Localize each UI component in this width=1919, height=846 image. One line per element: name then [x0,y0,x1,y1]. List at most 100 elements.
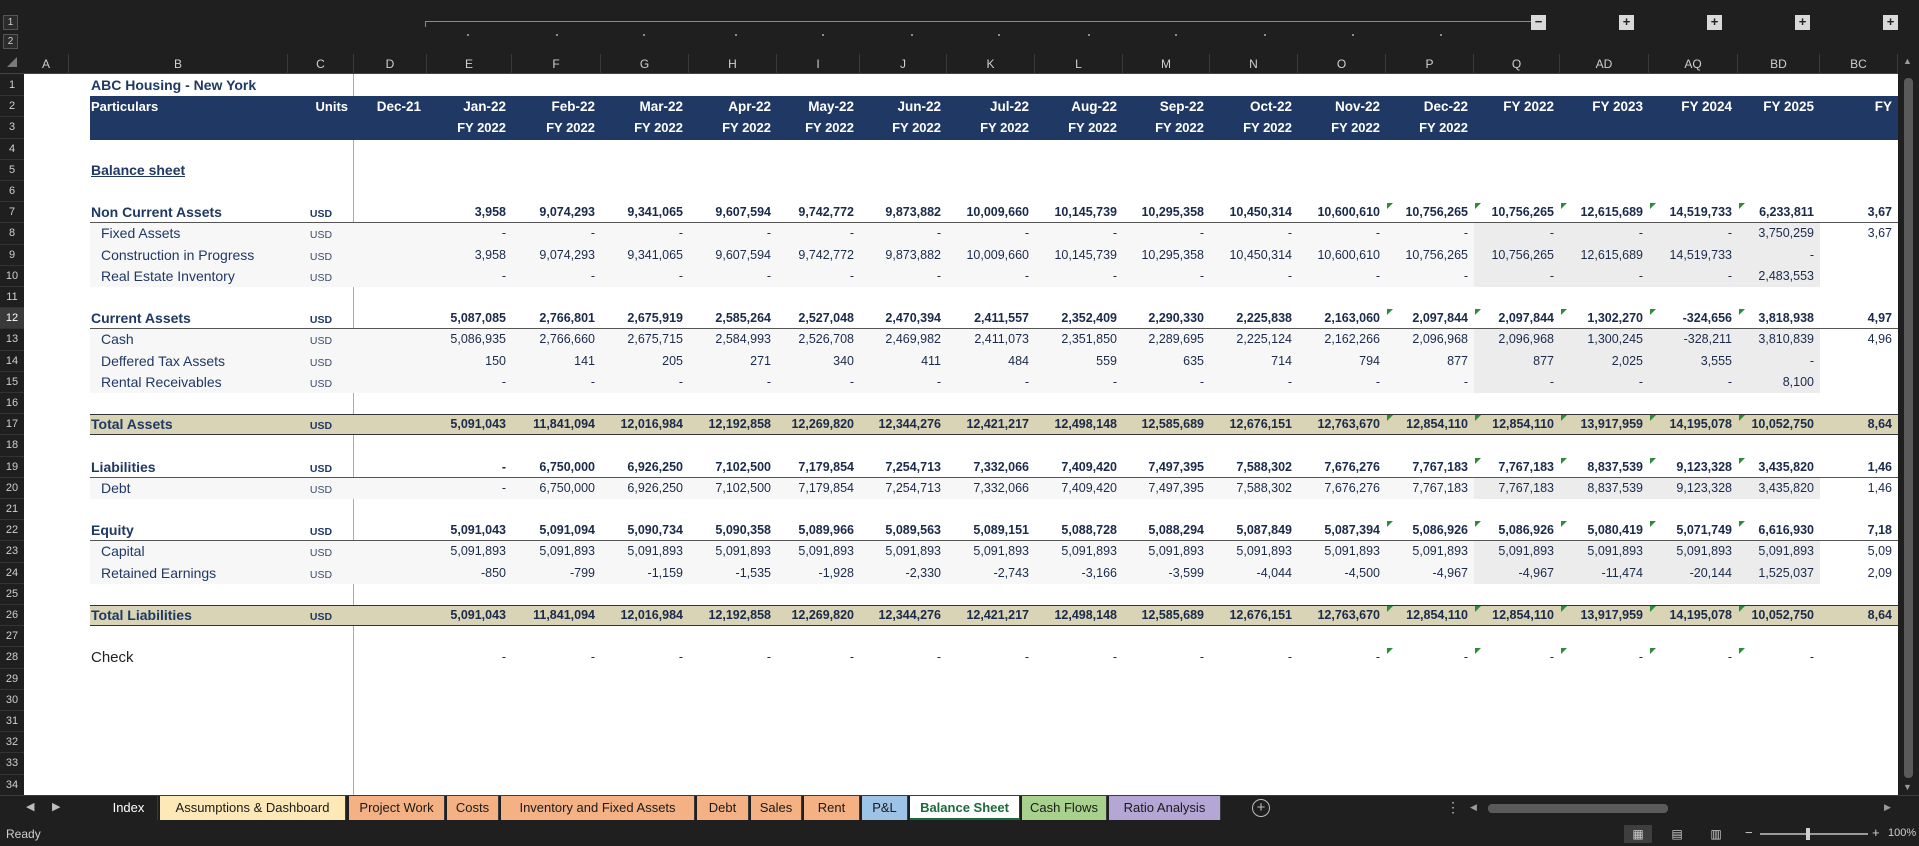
value-cell[interactable]: -4,500 [1344,565,1380,580]
tab-costs[interactable]: Costs [447,796,499,820]
value-cell[interactable]: 5,091,893 [627,544,683,559]
column-header-i[interactable]: I [777,54,860,74]
value-cell[interactable]: - [1112,374,1117,389]
value-cell[interactable]: - [1463,650,1468,665]
tab-rent[interactable]: Rent [804,796,860,820]
tab-scroll-left-icon[interactable]: ◀ [26,801,35,813]
value-cell[interactable]: 2,225,124 [1236,332,1292,347]
value-cell[interactable]: 10,295,358 [1141,247,1204,262]
value-cell[interactable]: 12,615,689 [1580,247,1643,262]
value-cell[interactable]: 12,615,689 [1580,205,1643,220]
value-cell[interactable]: 9,074,293 [539,247,595,262]
value-cell[interactable]: 11,841,094 [533,417,595,432]
value-cell[interactable]: 7,102,500 [715,459,771,474]
value-cell[interactable]: 9,742,772 [798,205,854,220]
value-cell[interactable]: - [1549,374,1554,389]
row-header-29[interactable]: 29 [0,669,24,690]
value-cell[interactable]: -3,166 [1081,565,1117,580]
value-cell[interactable]: 2,766,660 [539,332,595,347]
column-header-a[interactable]: A [24,54,69,74]
value-cell[interactable]: 5,071,749 [1676,523,1732,538]
value-cell[interactable]: 12,763,670 [1317,608,1380,622]
row-header-5[interactable]: 5 [0,160,24,181]
value-cell[interactable]: 9,607,594 [715,205,771,220]
value-cell[interactable]: - [501,226,506,241]
row-header-28[interactable]: 28 [0,647,24,669]
scroll-down-icon[interactable]: ▼ [1903,782,1912,792]
value-cell[interactable]: 3,435,820 [1758,480,1814,495]
scroll-left-icon[interactable]: ◀ [1470,802,1477,812]
value-cell[interactable]: 2,289,695 [1148,332,1204,347]
value-cell[interactable]: 2,290,330 [1148,311,1204,326]
value-cell[interactable]: - [936,374,941,389]
value-cell[interactable]: 5,086,926 [1412,523,1468,538]
value-cell[interactable]: 7,588,302 [1236,459,1292,474]
value-cell[interactable]: 11,841,094 [533,608,595,622]
value-cell[interactable]: 6,750,000 [539,459,595,474]
row-header-11[interactable]: 11 [0,287,24,309]
value-cell[interactable] [354,457,421,478]
value-cell[interactable] [354,563,421,584]
row-header-12[interactable]: 12 [0,308,24,330]
value-cell[interactable]: 12,585,689 [1141,608,1204,622]
value-cell[interactable]: 10,450,314 [1229,247,1292,262]
row-header-15[interactable]: 15 [0,372,24,393]
value-cell[interactable]: -850 [480,565,506,580]
zoom-out-button[interactable]: − [1745,825,1753,840]
value-cell[interactable]: - [1727,226,1732,241]
value-cell[interactable]: 7,497,395 [1148,459,1204,474]
row-header-10[interactable]: 10 [0,266,24,287]
value-cell[interactable]: 9,607,594 [715,247,771,262]
value-cell[interactable]: -1,159 [647,565,683,580]
value-cell[interactable]: 12,854,110 [1492,417,1554,432]
value-cell[interactable]: 12,269,820 [791,608,854,622]
value-cell[interactable]: 3,750,259 [1758,226,1814,241]
value-cell[interactable]: 5,087,394 [1324,523,1380,538]
value-cell[interactable]: 3,67 [1867,226,1892,241]
value-cell[interactable]: 9,123,328 [1676,459,1732,474]
value-cell[interactable]: 5,091,893 [1587,544,1643,559]
horizontal-scroll-thumb[interactable] [1488,804,1668,813]
value-cell[interactable]: 1,525,037 [1758,565,1814,580]
value-cell[interactable]: 2,585,264 [715,311,771,326]
row-header-22[interactable]: 22 [0,520,24,542]
value-cell[interactable]: - [1199,650,1204,665]
value-cell[interactable]: - [1199,226,1204,241]
value-cell[interactable]: 6,926,250 [627,459,683,474]
value-cell[interactable]: 714 [1271,353,1292,368]
value-cell[interactable]: 3,435,820 [1758,459,1814,474]
value-cell[interactable]: 10,756,265 [1405,205,1468,220]
value-cell[interactable]: 635 [1183,353,1204,368]
value-cell[interactable]: 3,810,839 [1758,332,1814,347]
value-cell[interactable]: 7,767,183 [1498,480,1554,495]
zoom-slider[interactable] [1760,833,1868,835]
value-cell[interactable]: 12,585,689 [1141,417,1204,432]
value-cell[interactable]: 10,600,610 [1317,247,1380,262]
value-cell[interactable]: - [1287,226,1292,241]
value-cell[interactable]: - [849,650,854,665]
value-cell[interactable]: 559 [1096,353,1117,368]
value-cell[interactable]: - [849,226,854,241]
value-cell[interactable]: -3,599 [1168,565,1204,580]
value-cell[interactable]: 2,163,060 [1324,311,1380,326]
value-cell[interactable] [354,245,421,266]
row-header-2[interactable]: 2 [0,96,24,118]
value-cell[interactable]: 10,756,265 [1491,205,1554,220]
value-cell[interactable]: 10,009,660 [966,205,1029,220]
row-header-13[interactable]: 13 [0,329,24,351]
row-header-25[interactable]: 25 [0,584,24,605]
value-cell[interactable]: - [678,226,683,241]
value-cell[interactable]: 7,676,276 [1324,480,1380,495]
value-cell[interactable]: 5,091,893 [1676,544,1732,559]
row-header-3[interactable]: 3 [0,117,24,139]
value-cell[interactable]: 10,756,265 [1405,247,1468,262]
value-cell[interactable]: -1,535 [735,565,771,580]
value-cell[interactable]: 10,600,610 [1317,205,1380,220]
value-cell[interactable]: 10,450,314 [1229,205,1292,220]
column-header-e[interactable]: E [427,54,512,74]
value-cell[interactable]: 12,854,110 [1406,608,1468,622]
value-cell[interactable] [354,223,421,244]
value-cell[interactable]: - [501,650,506,665]
value-cell[interactable]: 12,269,820 [791,417,854,432]
row-header-33[interactable]: 33 [0,753,24,775]
